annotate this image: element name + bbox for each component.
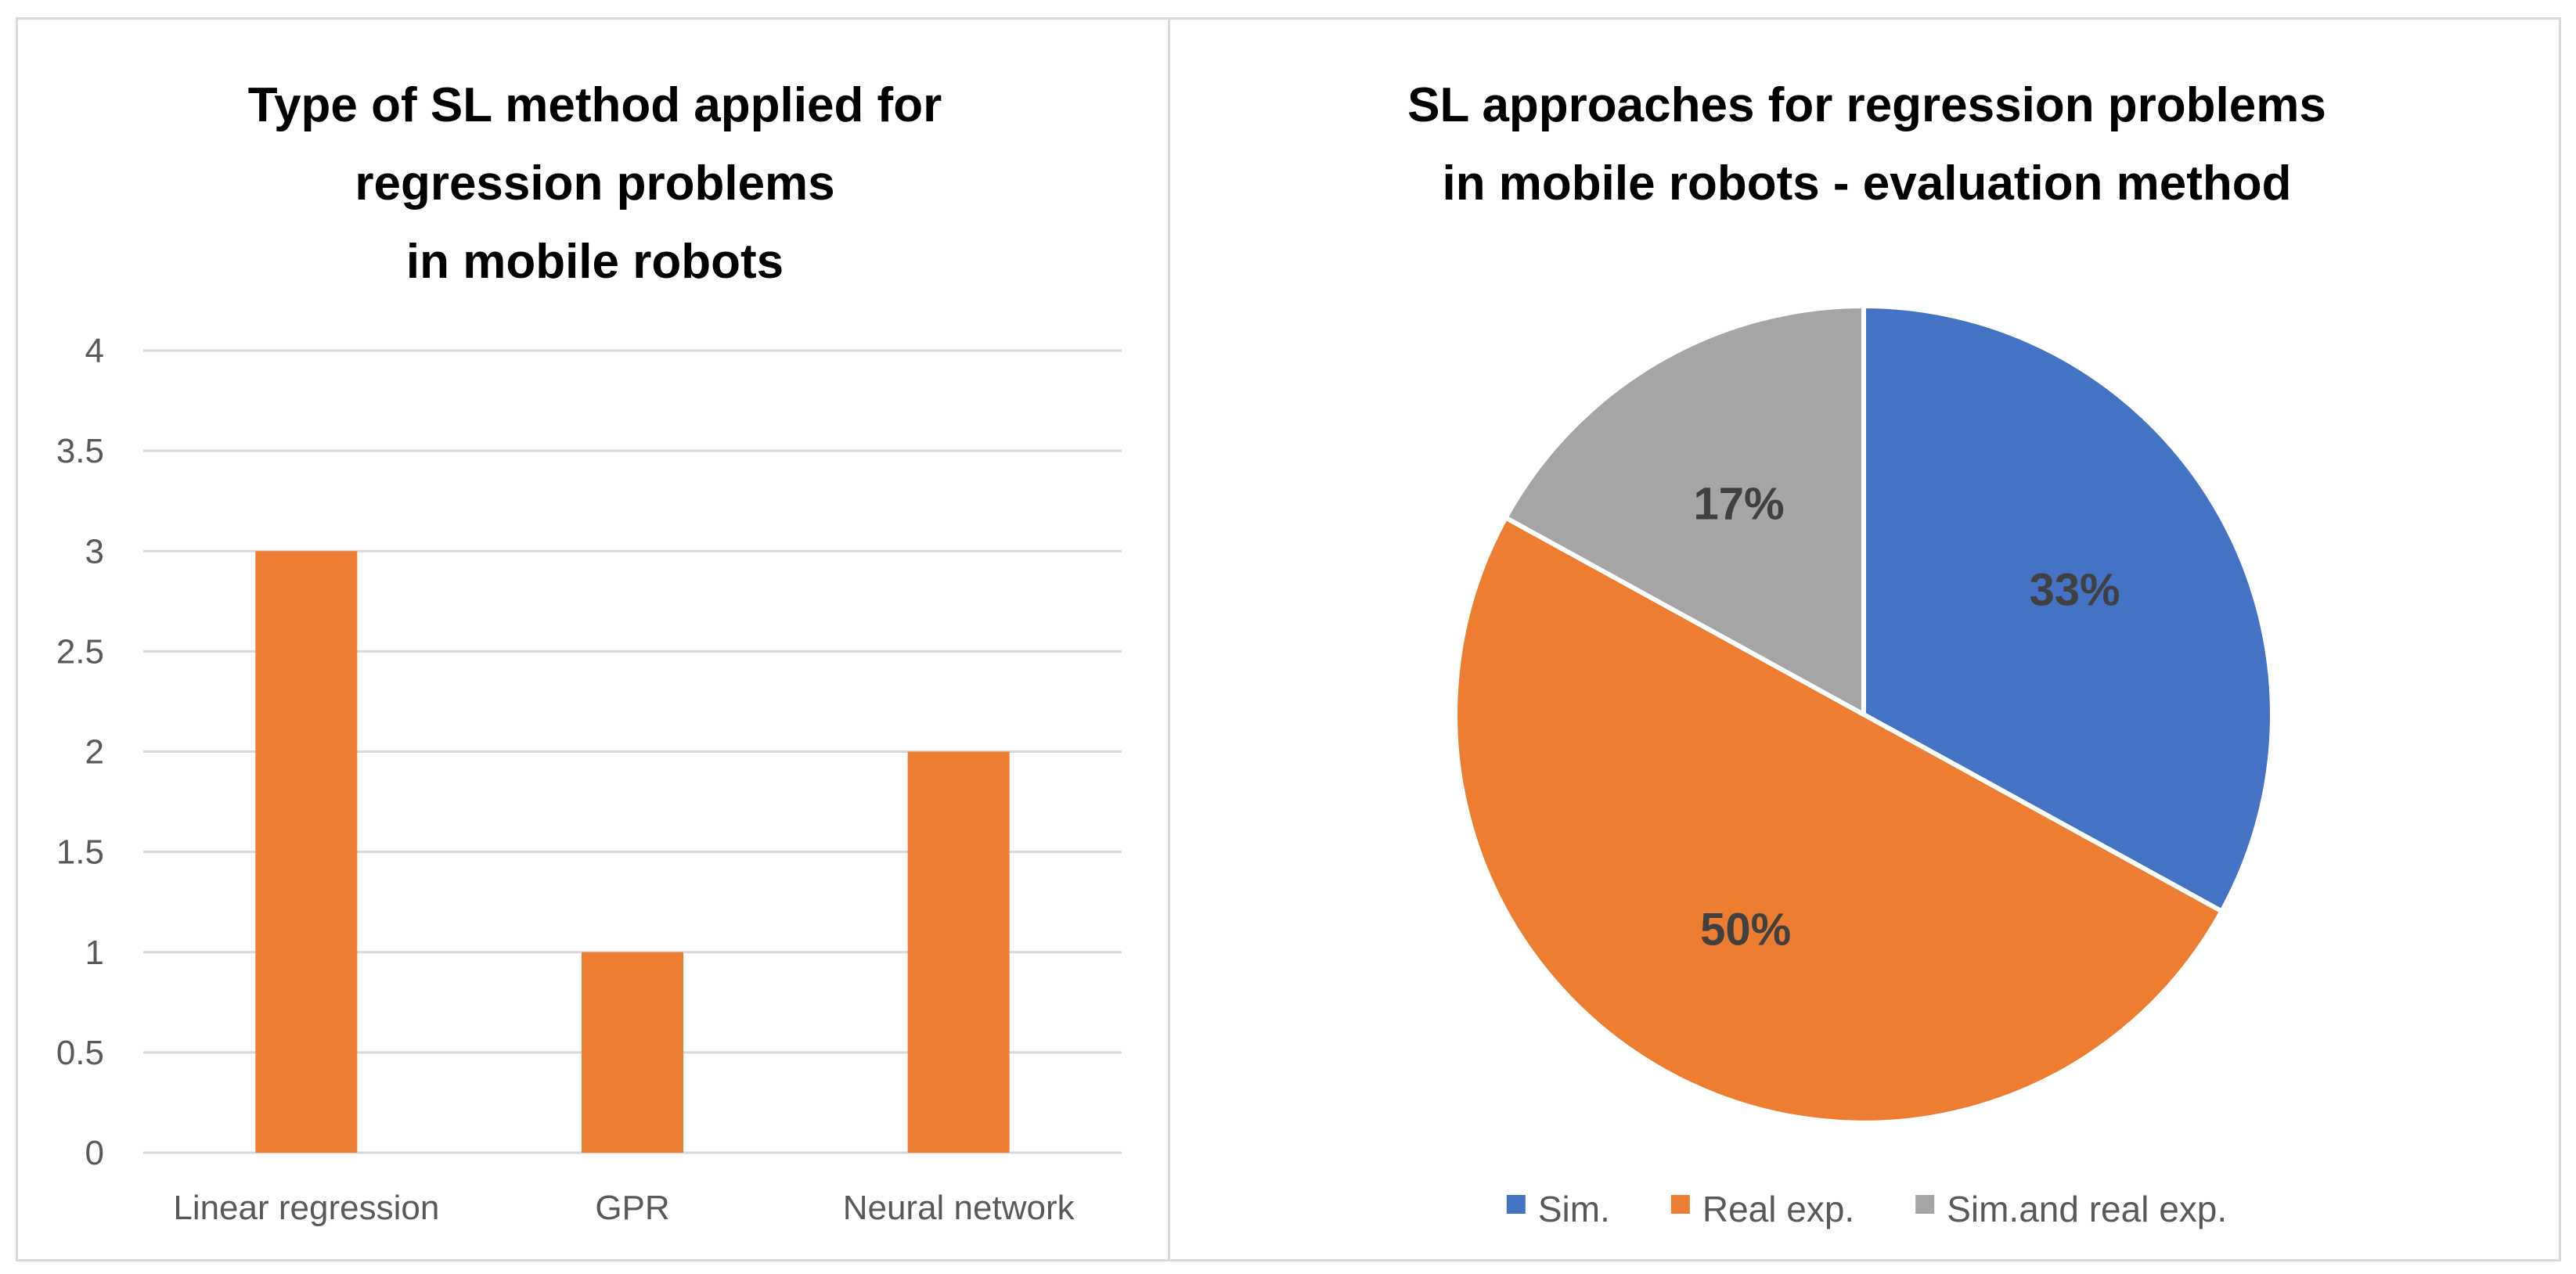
pie-data-label: 17%: [1694, 478, 1785, 529]
legend-label: Real exp.: [1702, 1189, 1854, 1229]
y-tick-label: 1: [85, 934, 104, 972]
y-tick-label: 1.5: [56, 833, 104, 872]
y-tick-label: 4: [85, 332, 104, 370]
legend-swatch: [1915, 1195, 1935, 1214]
x-tick-label: GPR: [595, 1189, 669, 1227]
pie-data-label: 50%: [1700, 904, 1791, 955]
y-tick-label: 3: [85, 532, 104, 570]
y-tick-label: 2.5: [56, 632, 104, 671]
pie-chart-title-line-2: in mobile robots - evaluation method: [1442, 157, 2291, 211]
pie-chart-panel: SL approaches for regression problems in…: [1168, 17, 2561, 1261]
y-tick-label: 0.5: [56, 1034, 104, 1072]
legend-swatch: [1670, 1195, 1690, 1214]
y-tick-label: 3.5: [56, 432, 104, 470]
legend-label: Sim.and real exp.: [1947, 1189, 2227, 1229]
bar-chart-title-line-2: regression problems: [355, 157, 834, 211]
x-tick-label: Linear regression: [173, 1189, 439, 1227]
bar-chart: Type of SL method applied for regression…: [56, 78, 1122, 1227]
y-tick-label: 0: [85, 1134, 104, 1172]
legend-item: Sim.and real exp.: [1915, 1189, 2227, 1229]
pie-slice-sim-and-real-exp: [1503, 304, 1866, 717]
bar-neural-network: [907, 751, 1010, 1153]
legend-swatch: [1506, 1195, 1526, 1214]
y-tick-label: 2: [85, 733, 104, 772]
bar-gpr: [582, 952, 683, 1153]
pie-chart: SL approaches for regression problems in…: [1407, 78, 2326, 1229]
bar-chart-panel: Type of SL method applied for regression…: [16, 17, 1170, 1261]
x-tick-label: Neural network: [843, 1189, 1075, 1227]
bar-chart-title-line-3: in mobile robots: [406, 235, 784, 289]
bar-linear-regression: [255, 551, 358, 1153]
pie-slice-sim: [1861, 304, 2275, 914]
legend-item: Sim.: [1506, 1189, 1610, 1229]
bar-chart-title-line-1: Type of SL method applied for: [248, 78, 942, 132]
pie-data-label: 33%: [2030, 565, 2120, 616]
pie-slice-real-exp: [1453, 515, 2225, 1125]
pie-chart-title-line-1: SL approaches for regression problems: [1407, 78, 2326, 132]
legend-item: Real exp.: [1670, 1189, 1854, 1229]
legend-label: Sim.: [1538, 1189, 1610, 1229]
